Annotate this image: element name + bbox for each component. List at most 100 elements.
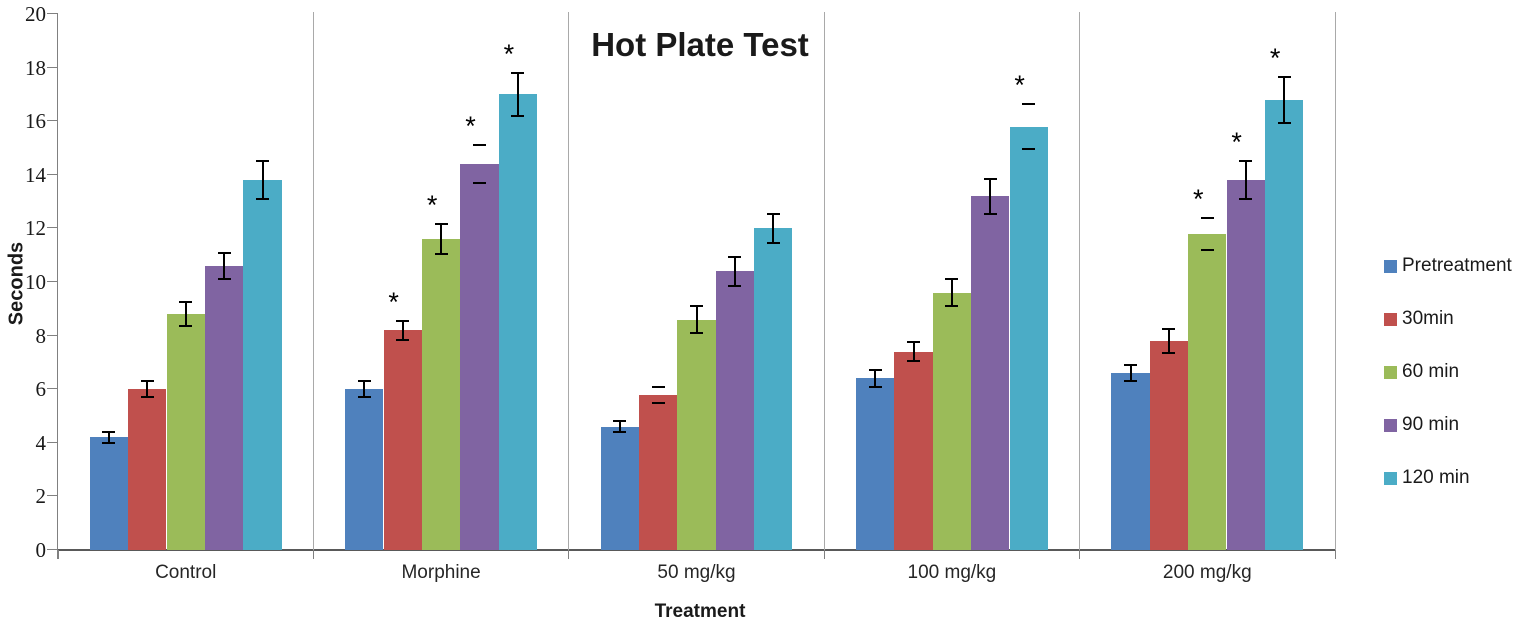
error-bar-line: [107, 432, 110, 443]
error-bar-cap-top: [613, 420, 627, 423]
error-bar-cap-top: [1022, 102, 1036, 105]
panel-divider: [568, 12, 570, 550]
error-bar-cap-bottom: [473, 181, 486, 184]
significance-asterisk: *: [465, 111, 476, 142]
bar-60-min: [677, 319, 716, 550]
error-bar-cap-top: [179, 301, 193, 304]
error-bar-cap-top: [1200, 216, 1214, 219]
error-bar-cap-top: [766, 212, 780, 215]
error-bar-cap-bottom: [102, 441, 116, 444]
legend-item: Pretreatment: [1384, 255, 1512, 277]
bar-60-min: [1188, 233, 1227, 550]
error-bar-line: [1129, 365, 1132, 382]
significance-asterisk: *: [1231, 127, 1242, 158]
x-axis-line: [58, 549, 1335, 551]
y-axis-tick: [47, 227, 57, 229]
error-bar-cap-top: [945, 278, 959, 281]
y-axis-tick: [47, 495, 57, 497]
bar-30min: [128, 389, 167, 550]
bar-90-min: [971, 196, 1010, 550]
significance-asterisk: *: [1193, 183, 1204, 214]
bar-90-min: [1226, 180, 1265, 550]
error-bar-cap-top: [511, 71, 525, 74]
error-bar-cap-bottom: [1124, 380, 1137, 383]
error-bar-cap-bottom: [179, 325, 193, 328]
y-tick-label: 6: [35, 377, 47, 402]
x-tick-label: 200 mg/kg: [1162, 562, 1252, 583]
error-bar-line: [772, 213, 775, 244]
bar-60-min: [421, 239, 461, 550]
y-axis-tick: [47, 13, 57, 14]
error-bar-cap-bottom: [396, 338, 410, 341]
y-tick-label: 0: [35, 538, 47, 562]
error-bar-cap-bottom: [766, 242, 780, 245]
error-bar-cap-bottom: [1162, 352, 1176, 355]
error-bar-cap-bottom: [511, 114, 525, 117]
error-bar-cap-top: [473, 144, 486, 147]
y-axis-tick: [47, 334, 57, 336]
bar-30min: [638, 394, 678, 550]
x-axis-tick: [568, 550, 570, 559]
y-tick-label: 14: [25, 162, 46, 187]
legend-item-label: Pretreatment: [1402, 255, 1512, 276]
significance-asterisk: *: [426, 190, 438, 221]
bar-pretreatment: [1111, 373, 1150, 550]
error-bar-cap-top: [434, 223, 448, 226]
error-bar-cap-top: [102, 431, 116, 434]
error-bar-cap-bottom: [1200, 248, 1214, 251]
error-bar-line: [1167, 328, 1170, 353]
error-bar-cap-top: [983, 177, 997, 180]
x-axis-tick: [1079, 550, 1081, 559]
error-bar-line: [440, 224, 443, 254]
significance-asterisk: *: [388, 286, 399, 317]
y-tick-label: 18: [25, 55, 46, 80]
legend-item: 120 min: [1384, 467, 1470, 489]
error-bar-cap-top: [868, 369, 882, 372]
error-bar-cap-top: [907, 341, 920, 344]
x-tick-label: 100 mg/kg: [907, 562, 997, 583]
error-bar-line: [223, 252, 226, 280]
error-bar-cap-top: [217, 251, 231, 254]
error-bar-cap-bottom: [945, 305, 959, 308]
error-bar-cap-top: [1277, 75, 1291, 78]
y-axis-tick: [47, 120, 57, 122]
error-bar-line: [1283, 76, 1286, 123]
error-bar-cap-bottom: [1277, 121, 1291, 124]
error-bar-cap-top: [140, 380, 154, 383]
bar-120-min: [1264, 99, 1304, 550]
error-bar-cap-top: [256, 160, 269, 163]
legend-swatch-60-min: [1384, 365, 1397, 379]
error-bar-cap-top: [357, 380, 371, 383]
error-bar-line: [261, 161, 264, 199]
legend-swatch-pretreatment: [1384, 259, 1397, 273]
x-axis-title: Treatment: [654, 601, 746, 622]
significance-asterisk: *: [1014, 69, 1025, 100]
error-bar-cap-top: [651, 385, 665, 388]
error-bar-line: [874, 370, 877, 387]
bar-pretreatment: [345, 389, 384, 550]
y-tick-label: 16: [25, 109, 46, 134]
bar-30min: [1149, 340, 1189, 550]
x-axis-tick: [1334, 550, 1336, 559]
error-bar-cap-bottom: [434, 252, 448, 255]
error-bar-line: [733, 256, 736, 286]
bar-60-min: [166, 314, 205, 550]
y-axis-tick: [47, 66, 57, 68]
y-axis-tick: [47, 173, 57, 175]
y-tick-label: 8: [35, 323, 47, 348]
error-bar-cap-top: [728, 255, 742, 258]
y-tick-label: 2: [35, 484, 47, 509]
error-bar-cap-top: [1239, 160, 1253, 163]
error-bar-cap-top: [690, 305, 703, 308]
error-bar-cap-bottom: [357, 396, 371, 399]
y-tick-label: 12: [25, 216, 46, 241]
significance-asterisk: *: [1269, 42, 1281, 73]
y-axis-tick: [47, 441, 57, 443]
bar-120-min: [243, 180, 282, 550]
legend-item-label: 90 min: [1402, 414, 1460, 435]
error-bar-cap-bottom: [256, 197, 269, 200]
x-tick-label: Morphine: [401, 562, 481, 583]
error-bar-line: [912, 342, 915, 362]
bar-pretreatment: [89, 437, 129, 550]
